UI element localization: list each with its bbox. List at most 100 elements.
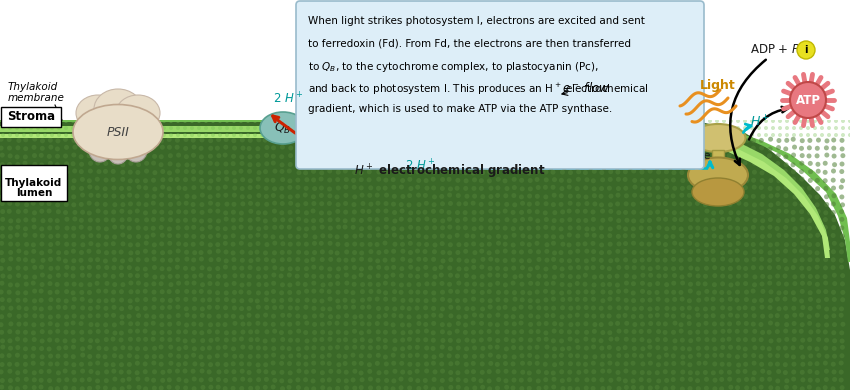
Circle shape [447, 153, 451, 158]
Circle shape [583, 162, 588, 167]
Circle shape [596, 133, 600, 137]
Circle shape [343, 218, 348, 223]
Circle shape [64, 273, 69, 278]
Circle shape [416, 290, 421, 294]
Circle shape [672, 170, 677, 175]
Ellipse shape [552, 120, 608, 160]
Circle shape [176, 112, 180, 116]
Circle shape [735, 281, 740, 286]
Circle shape [192, 376, 196, 381]
Circle shape [110, 177, 116, 182]
Circle shape [32, 298, 37, 303]
Circle shape [672, 241, 677, 246]
Circle shape [7, 170, 12, 175]
Circle shape [775, 193, 779, 198]
Circle shape [688, 282, 693, 287]
Circle shape [384, 274, 388, 279]
Circle shape [95, 370, 100, 375]
Circle shape [191, 234, 196, 239]
Circle shape [271, 161, 275, 166]
Circle shape [839, 307, 844, 311]
Circle shape [207, 218, 212, 223]
Circle shape [744, 385, 749, 390]
Circle shape [757, 133, 761, 137]
Circle shape [215, 266, 220, 271]
Circle shape [280, 137, 285, 142]
Circle shape [575, 290, 581, 295]
Circle shape [654, 370, 660, 375]
Circle shape [280, 346, 285, 351]
Circle shape [127, 133, 131, 137]
Circle shape [696, 361, 701, 366]
Circle shape [640, 298, 645, 303]
Circle shape [439, 281, 445, 286]
Circle shape [728, 312, 733, 317]
Circle shape [694, 210, 700, 215]
Circle shape [455, 210, 460, 215]
Circle shape [462, 210, 468, 215]
Circle shape [143, 185, 148, 190]
Circle shape [568, 361, 573, 366]
Circle shape [246, 290, 252, 295]
Circle shape [214, 161, 219, 167]
Circle shape [656, 225, 661, 230]
Circle shape [776, 369, 781, 374]
Circle shape [224, 193, 229, 198]
Circle shape [63, 353, 68, 358]
Text: $H^+$: $H^+$ [750, 114, 770, 129]
Circle shape [768, 178, 774, 183]
Circle shape [456, 145, 461, 150]
Circle shape [448, 242, 453, 247]
Circle shape [813, 112, 817, 116]
Circle shape [568, 297, 573, 302]
Circle shape [664, 282, 669, 287]
Circle shape [736, 362, 741, 367]
Circle shape [830, 362, 836, 367]
Circle shape [8, 218, 14, 223]
Circle shape [327, 177, 332, 183]
Circle shape [344, 162, 349, 167]
Circle shape [775, 313, 779, 318]
Circle shape [224, 291, 229, 295]
Circle shape [280, 266, 285, 271]
Circle shape [416, 386, 422, 390]
Circle shape [78, 154, 83, 159]
Circle shape [703, 274, 708, 279]
Circle shape [487, 314, 492, 318]
Circle shape [352, 321, 357, 326]
Circle shape [575, 119, 579, 123]
Circle shape [399, 377, 404, 381]
Circle shape [241, 177, 245, 182]
Circle shape [128, 346, 133, 351]
Circle shape [839, 258, 844, 263]
Circle shape [327, 138, 332, 143]
Circle shape [513, 202, 518, 207]
Circle shape [711, 193, 716, 199]
Circle shape [383, 321, 388, 326]
Circle shape [296, 346, 301, 351]
Circle shape [104, 362, 109, 367]
Circle shape [408, 353, 413, 358]
Circle shape [439, 233, 445, 238]
Circle shape [728, 282, 734, 287]
Circle shape [280, 210, 285, 215]
Circle shape [56, 298, 61, 303]
Circle shape [608, 305, 613, 310]
Circle shape [95, 385, 100, 390]
Circle shape [344, 345, 349, 350]
Circle shape [400, 112, 404, 116]
Circle shape [528, 305, 533, 310]
Circle shape [759, 362, 764, 367]
Circle shape [320, 257, 325, 262]
Circle shape [648, 266, 653, 271]
Circle shape [416, 233, 421, 238]
Circle shape [632, 168, 636, 174]
Text: Light: Light [700, 78, 736, 92]
Circle shape [603, 119, 607, 123]
Circle shape [632, 353, 637, 358]
Circle shape [687, 185, 692, 190]
Circle shape [512, 193, 517, 198]
Circle shape [728, 225, 733, 230]
Circle shape [263, 274, 268, 279]
Circle shape [191, 257, 196, 262]
